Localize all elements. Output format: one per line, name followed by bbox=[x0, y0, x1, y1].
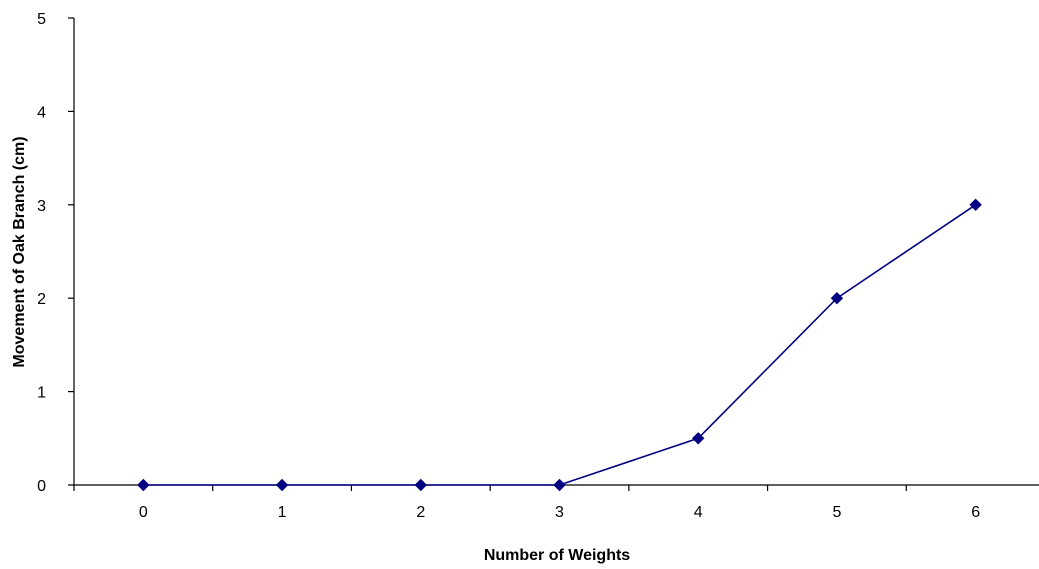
series bbox=[137, 198, 982, 492]
y-tick-label: 0 bbox=[37, 478, 46, 495]
data-point-marker bbox=[830, 291, 844, 305]
x-tick-label: 0 bbox=[139, 504, 148, 521]
x-tick-label: 3 bbox=[555, 504, 564, 521]
y-tick-label: 4 bbox=[37, 104, 46, 121]
x-tick-label: 1 bbox=[278, 504, 287, 521]
data-point-marker bbox=[553, 478, 566, 492]
y-tick-label: 3 bbox=[37, 198, 46, 215]
series-line bbox=[143, 204, 977, 486]
y-tick-label: 1 bbox=[37, 385, 46, 402]
y-tick-label: 5 bbox=[37, 11, 46, 28]
data-point-marker bbox=[692, 432, 705, 445]
x-tick-label: 2 bbox=[416, 504, 425, 521]
data-point-marker bbox=[414, 478, 427, 492]
data-point-marker bbox=[969, 198, 982, 212]
data-point-marker bbox=[137, 478, 150, 492]
data-point-marker bbox=[275, 478, 289, 492]
x-tick-label: 5 bbox=[832, 504, 841, 521]
axes bbox=[68, 17, 1039, 491]
y-tick-label: 2 bbox=[37, 291, 46, 308]
y-axis-title: Movement of Oak Branch (cm) bbox=[11, 136, 28, 367]
x-axis-title: Number of Weights bbox=[484, 547, 630, 564]
x-tick-label: 6 bbox=[971, 504, 980, 521]
tick-labels: 0 1 2 3 4 5 0 1 2 3 4 5 6 bbox=[37, 11, 980, 521]
x-tick-label: 4 bbox=[694, 504, 703, 521]
